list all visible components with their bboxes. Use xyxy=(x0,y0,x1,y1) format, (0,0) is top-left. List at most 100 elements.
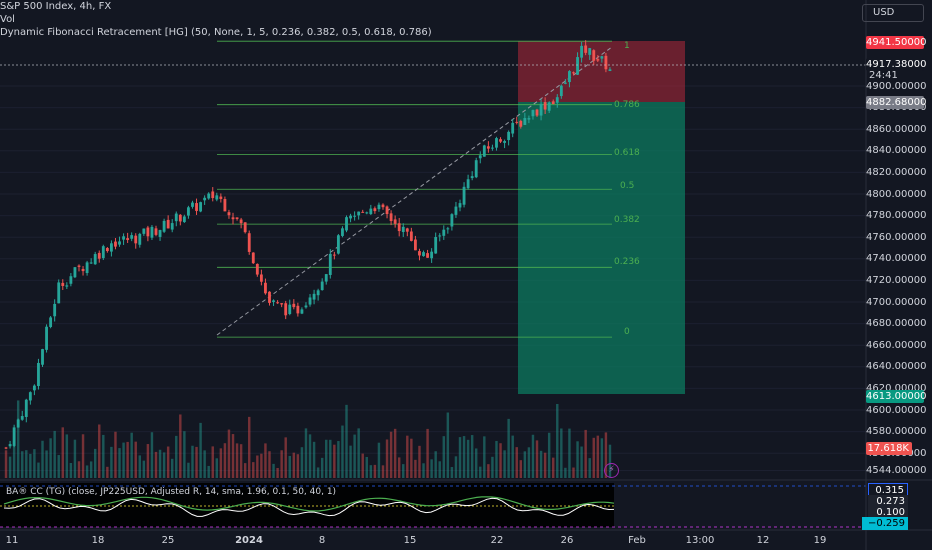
volume-bar xyxy=(134,441,137,478)
volume-bar xyxy=(588,458,591,478)
candle-body xyxy=(332,254,336,256)
volume-bar xyxy=(122,442,125,478)
risk-zone[interactable] xyxy=(518,41,685,102)
candle-body xyxy=(450,214,454,227)
volume-bar xyxy=(572,467,575,478)
lightning-icon[interactable]: ⚡ xyxy=(604,463,619,478)
candle-body xyxy=(466,179,470,189)
fib-label-0236: 0.236 xyxy=(614,257,640,267)
candle-body xyxy=(381,204,385,208)
volume-bar xyxy=(191,445,194,478)
candle-body xyxy=(162,220,166,232)
volume-bar xyxy=(487,464,490,478)
candle-body xyxy=(474,160,478,178)
fib-label-05: 0.5 xyxy=(620,181,635,191)
candle-body xyxy=(353,215,357,217)
volume-bar xyxy=(608,444,612,478)
volume-bar xyxy=(345,404,348,478)
candle-body xyxy=(495,138,498,148)
candle-body xyxy=(365,212,369,214)
volume-bar xyxy=(365,456,368,478)
osc-value-2: 0.273 xyxy=(868,495,908,508)
volume-bar xyxy=(114,431,117,478)
volume-bar xyxy=(426,428,429,478)
volume-bar xyxy=(361,453,364,478)
volume-bar xyxy=(37,462,40,478)
volume-bar xyxy=(547,432,551,478)
candle-body xyxy=(73,267,77,278)
osc-value-3: 0.100 xyxy=(868,506,908,519)
volume-bar xyxy=(211,446,214,478)
candle-body xyxy=(503,141,507,143)
candle-body xyxy=(312,293,316,300)
candle-body xyxy=(600,56,604,59)
volume-bar xyxy=(260,453,263,478)
bar-countdown: 24:41 xyxy=(869,70,898,81)
volume-bar xyxy=(73,439,77,478)
candle-body xyxy=(235,217,239,219)
candle-body xyxy=(592,50,596,61)
candle-body xyxy=(345,217,348,231)
oscillator-legend[interactable]: BA® CC (TG) (close, JP225USD, Adjusted R… xyxy=(6,487,337,497)
candle-body xyxy=(195,203,198,211)
candle-body xyxy=(422,252,425,257)
candle-body xyxy=(211,191,215,199)
price-tick-label: 4900.00000 xyxy=(866,80,927,92)
time-label-22: 22 xyxy=(490,535,504,546)
candle-body xyxy=(215,195,219,200)
volume-bar xyxy=(430,459,433,478)
candle-body xyxy=(478,155,482,159)
volume-bar xyxy=(199,422,202,478)
volume-bars xyxy=(4,400,612,478)
reward-zone[interactable] xyxy=(518,102,685,394)
symbol-title[interactable]: S&P 500 Index, 4h, FX xyxy=(0,1,112,12)
volume-bar xyxy=(268,451,271,478)
volume-bar xyxy=(373,464,377,478)
candle-body xyxy=(219,196,223,199)
candle-body xyxy=(328,253,332,275)
volume-label[interactable]: Vol xyxy=(0,14,15,25)
volume-bar xyxy=(166,446,170,478)
volume-bar xyxy=(231,434,235,478)
volume-bar xyxy=(272,463,275,478)
candle-body xyxy=(604,55,608,70)
candle-body xyxy=(170,223,174,230)
volume-bar xyxy=(158,449,162,478)
candle-body xyxy=(268,291,271,303)
candle-body xyxy=(304,305,308,308)
volume-bar xyxy=(223,443,227,478)
fib-trend-line xyxy=(216,46,613,336)
volume-bar xyxy=(187,462,190,478)
candle-body xyxy=(507,131,511,141)
volume-bar xyxy=(410,438,413,478)
volume-bar xyxy=(288,455,291,478)
volume-bar xyxy=(592,437,595,478)
candle-body xyxy=(154,228,158,235)
time-label-2024: 2024 xyxy=(235,535,263,546)
volume-bar xyxy=(576,441,579,478)
volume-bar xyxy=(539,450,543,478)
candle-body xyxy=(316,290,320,296)
volume-bar xyxy=(393,428,397,478)
volume-bar xyxy=(422,463,425,478)
candle-body xyxy=(142,228,146,234)
currency-button[interactable]: USD xyxy=(862,4,924,22)
volume-bar xyxy=(499,443,502,478)
volume-bar xyxy=(519,460,523,478)
time-label-18: 18 xyxy=(91,535,105,546)
price-tick-label: 4820.00000 xyxy=(866,166,927,178)
volume-bar xyxy=(329,439,332,478)
candle-body xyxy=(97,252,101,259)
time-label-26: 26 xyxy=(560,535,574,546)
candle-body xyxy=(223,199,227,212)
volume-bar xyxy=(126,441,129,478)
volume-bar xyxy=(385,439,389,478)
candle-body xyxy=(138,233,142,245)
candle-body xyxy=(16,419,20,428)
indicator-label[interactable]: Dynamic Fibonacci Retracement [HG] (50, … xyxy=(0,27,432,38)
candle-body xyxy=(572,72,575,74)
time-label-feb: Feb xyxy=(628,535,646,546)
volume-bar xyxy=(81,434,85,478)
volume-bar xyxy=(491,456,494,478)
